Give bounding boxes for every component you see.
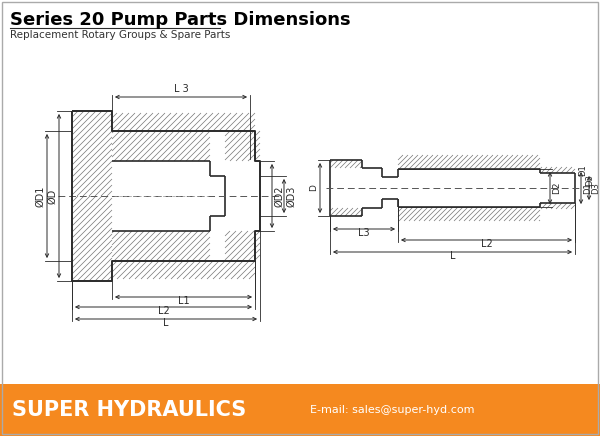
Text: SUPER HYDRAULICS: SUPER HYDRAULICS (12, 400, 246, 420)
Text: D3: D3 (585, 174, 594, 187)
Text: D1: D1 (583, 182, 592, 194)
Bar (0, 384, 600, 436)
Text: L2: L2 (158, 306, 169, 316)
Text: ØD2: ØD2 (274, 185, 284, 207)
Text: L: L (450, 251, 455, 261)
Text: L3: L3 (358, 228, 370, 238)
Text: D: D (309, 184, 318, 191)
Text: L2: L2 (481, 239, 493, 249)
Text: L: L (163, 318, 169, 328)
Text: L1: L1 (178, 296, 190, 306)
Text: ØD1: ØD1 (35, 185, 45, 207)
Text: D2: D2 (552, 182, 561, 194)
Text: D1: D1 (578, 164, 587, 176)
Text: Replacement Rotary Groups & Spare Parts: Replacement Rotary Groups & Spare Parts (10, 30, 230, 40)
Text: Series 20 Pump Parts Dimensions: Series 20 Pump Parts Dimensions (10, 11, 350, 29)
Text: E-mail: sales@super-hyd.com: E-mail: sales@super-hyd.com (310, 405, 475, 415)
Text: ØD3: ØD3 (286, 185, 296, 207)
Text: ØD: ØD (47, 188, 57, 204)
Text: L 3: L 3 (173, 84, 188, 94)
Text: D3: D3 (591, 182, 600, 194)
